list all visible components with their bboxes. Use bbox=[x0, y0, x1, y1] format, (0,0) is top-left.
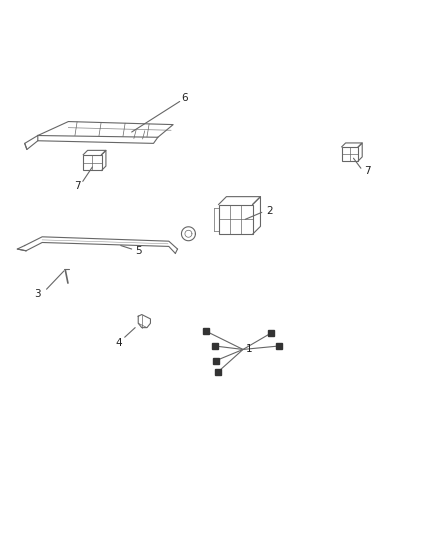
Text: 4: 4 bbox=[115, 338, 122, 348]
Text: 7: 7 bbox=[364, 166, 371, 176]
Text: 7: 7 bbox=[74, 181, 81, 191]
Text: 5: 5 bbox=[135, 246, 141, 256]
Text: 2: 2 bbox=[266, 206, 272, 216]
Text: 6: 6 bbox=[181, 93, 187, 103]
Text: 3: 3 bbox=[35, 288, 41, 298]
Bar bbox=[83, 155, 102, 171]
Text: 1: 1 bbox=[246, 344, 253, 354]
Bar bbox=[219, 205, 253, 234]
Bar bbox=[342, 147, 358, 161]
